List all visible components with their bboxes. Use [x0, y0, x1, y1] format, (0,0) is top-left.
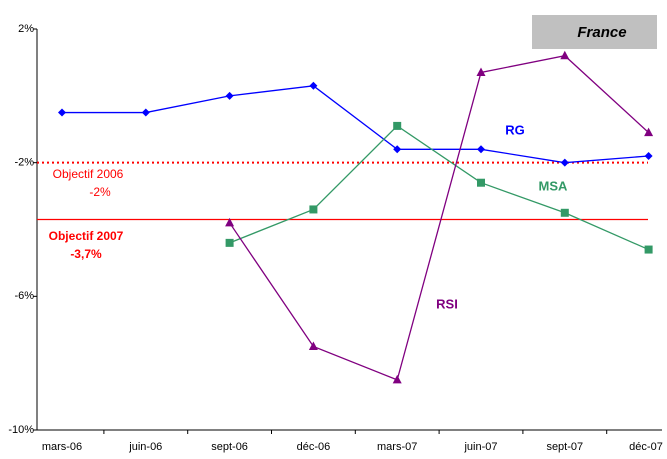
reference-label: -3,7% [70, 247, 102, 261]
x-tick-label: juin-07 [463, 441, 497, 453]
reference-label: Objectif 2007 [49, 229, 124, 243]
point [560, 50, 570, 60]
x-tick-label: déc-07 [629, 441, 663, 453]
series-label: RG [505, 122, 525, 137]
reference-label: Objectif 2006 [53, 167, 124, 181]
series-line [229, 55, 650, 381]
x-tick-label: sept-07 [546, 441, 583, 453]
point [393, 121, 402, 130]
point [308, 341, 318, 350]
reference-label: -2% [89, 185, 111, 199]
point [58, 108, 66, 117]
x-tick-label: juin-06 [128, 441, 162, 453]
x-tick-label: déc-06 [297, 441, 331, 453]
x-tick-label: sept-06 [211, 441, 248, 453]
x-tick-label: mars-07 [377, 441, 417, 453]
point [309, 205, 318, 214]
chart-title: France [577, 24, 626, 41]
y-tick-label: 2% [18, 23, 34, 35]
point [309, 81, 318, 90]
y-tick-label: -2% [14, 157, 34, 169]
point [644, 127, 654, 137]
series-line [62, 85, 649, 164]
title-box [532, 15, 657, 49]
series-label: RSI [436, 296, 458, 311]
y-tick-label: -10% [8, 424, 34, 436]
point [560, 158, 569, 167]
point [392, 374, 402, 384]
point [225, 217, 235, 227]
point [477, 178, 485, 187]
point [225, 91, 234, 100]
point [644, 245, 653, 254]
series-line [229, 125, 649, 251]
point [644, 151, 653, 160]
point [393, 145, 402, 154]
point [477, 145, 485, 154]
point [141, 108, 150, 117]
point [225, 238, 234, 247]
point [476, 67, 486, 76]
y-tick-label: -6% [14, 290, 34, 302]
series-label: MSA [539, 178, 569, 193]
point [560, 208, 569, 217]
x-tick-label: mars-06 [42, 441, 82, 453]
